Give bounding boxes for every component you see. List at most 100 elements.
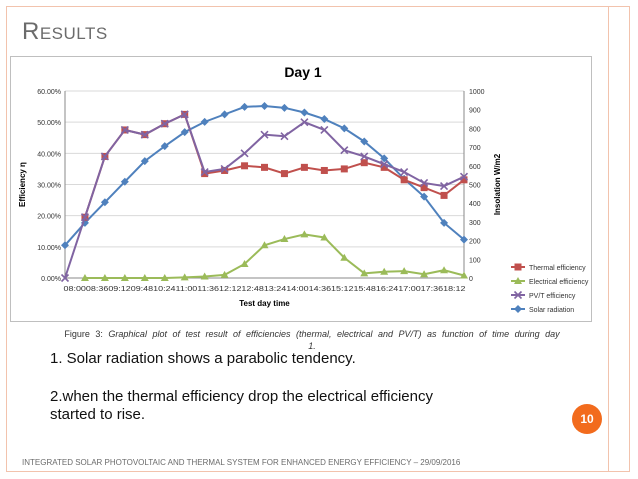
legend-label: Solar radiation <box>529 307 574 314</box>
data-point <box>120 274 129 281</box>
data-point <box>261 163 268 171</box>
point-one: 1. Solar radiation shows a parabolic ten… <box>50 350 356 367</box>
data-point <box>220 164 229 173</box>
data-point <box>420 184 428 192</box>
data-point <box>300 230 309 238</box>
data-point <box>300 163 308 171</box>
data-point <box>460 235 468 244</box>
page-number-badge: 10 <box>572 404 602 434</box>
x-tick-labels: 08:0008:3609:1209:4810:2411:0011:3612:12… <box>64 284 466 293</box>
data-point <box>120 125 129 135</box>
data-point <box>140 274 149 281</box>
data-point <box>400 167 409 177</box>
y-tick-label: 40.00% <box>37 151 61 158</box>
data-point <box>100 152 109 161</box>
chart-title: Day 1 <box>284 64 322 80</box>
data-point <box>460 176 468 184</box>
legend-marker <box>514 263 522 271</box>
data-point <box>320 125 329 135</box>
data-point <box>200 167 209 177</box>
legend-marker <box>514 277 522 284</box>
data-point <box>160 142 169 151</box>
y2-tick-label: 200 <box>469 239 481 246</box>
data-point <box>200 272 209 280</box>
data-point <box>360 137 369 146</box>
data-point <box>260 101 269 110</box>
data-point <box>420 178 429 188</box>
data-point <box>240 259 249 267</box>
chart-container: Day 1 0.00% 10.00% 20.00% 30.00% 40.00% 50.00%… <box>10 56 592 322</box>
data-point <box>320 115 329 124</box>
slide-title: Results <box>22 18 108 45</box>
legend-label: Electrical efficiency <box>529 279 589 286</box>
data-point <box>320 166 328 174</box>
y-tick-label: 60.00% <box>37 89 61 96</box>
slide-footer: INTEGRATED SOLAR PHOTOVOLTAIC AND THERMA… <box>22 458 461 467</box>
legend-label: Thermal efficiency <box>529 265 586 272</box>
slide-divider <box>608 6 609 472</box>
y-tick-label: 0.00% <box>41 276 61 283</box>
y2-tick-label: 600 <box>469 164 481 171</box>
data-point <box>380 163 388 171</box>
y2-tick-label: 900 <box>469 108 481 115</box>
caption-lead: Figure 3: <box>64 329 103 339</box>
data-point <box>439 181 449 191</box>
data-point <box>100 274 109 281</box>
data-point <box>241 162 249 170</box>
data-point <box>201 170 209 178</box>
data-point <box>280 132 289 141</box>
data-point <box>260 241 269 249</box>
data-point <box>380 267 389 275</box>
data-point <box>340 165 348 173</box>
y2-tick-label: 0 <box>469 276 473 283</box>
data-point <box>300 108 309 117</box>
data-point <box>340 124 349 133</box>
series-line <box>83 112 465 218</box>
data-point <box>220 110 229 119</box>
y2-tick-label: 100 <box>469 257 481 264</box>
x-axis-label: Test day time <box>239 299 290 308</box>
y-tick-label: 20.00% <box>37 214 61 221</box>
y-tick-label: 10.00% <box>37 245 61 252</box>
data-point <box>360 152 369 161</box>
point-two-line-one: 2.when the thermal efficiency drop the e… <box>50 388 433 405</box>
data-point <box>221 166 229 174</box>
figure-caption: Figure 3: Graphical plot of test result … <box>62 328 562 352</box>
data-point <box>160 274 169 281</box>
data-point <box>340 146 349 155</box>
data-point <box>380 160 389 169</box>
y-axis-label: Efficiency η <box>18 162 27 207</box>
data-point <box>440 218 449 227</box>
data-point <box>61 241 69 250</box>
data-point <box>180 273 189 281</box>
series-line <box>84 233 465 279</box>
y2-tick-label: 700 <box>469 145 481 152</box>
caption-body: Graphical plot of test result of efficie… <box>108 329 560 351</box>
data-point <box>220 270 229 278</box>
data-point <box>420 270 429 278</box>
data-point <box>340 253 349 261</box>
data-point <box>300 118 309 127</box>
data-point <box>320 233 329 241</box>
legend-marker <box>513 290 523 300</box>
y-tick-label: 30.00% <box>37 183 61 190</box>
y2-axis-label: Insolation W/m2 <box>493 153 502 215</box>
data-point <box>240 149 249 158</box>
data-point <box>400 176 408 184</box>
data-point <box>420 192 429 201</box>
data-point <box>160 119 169 128</box>
data-point <box>100 198 109 207</box>
data-point <box>360 269 369 277</box>
data-point <box>120 177 129 186</box>
y2-tick-label: 400 <box>469 201 481 208</box>
data-point <box>400 267 409 275</box>
data-point <box>459 172 469 181</box>
data-point <box>200 117 209 126</box>
data-point <box>60 273 70 283</box>
data-point <box>280 170 288 178</box>
y2-tick-label: 500 <box>469 183 481 190</box>
y2-tick-label: 800 <box>469 126 481 133</box>
data-point <box>180 128 189 137</box>
data-point <box>380 154 389 163</box>
data-point <box>80 274 89 281</box>
